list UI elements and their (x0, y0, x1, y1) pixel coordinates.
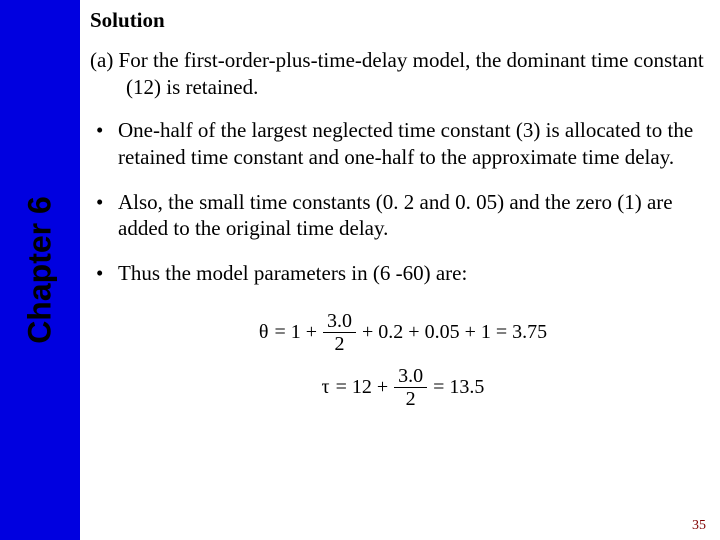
bullet-item: Thus the model parameters in (6 -60) are… (118, 260, 716, 287)
equation-tau: τ = 12 + 3.0 2 = 13.5 (322, 366, 485, 409)
page-number: 35 (692, 518, 706, 534)
bullet-list: One-half of the largest neglected time c… (90, 117, 716, 287)
eq-numerator: 3.0 (394, 366, 427, 388)
eq-denominator: 2 (331, 333, 349, 354)
eq-text: + 0.2 + 0.05 + 1 = 3.75 (362, 321, 547, 344)
bullet-item: Also, the small time constants (0. 2 and… (118, 189, 716, 243)
content-area: Solution (a) For the first-order-plus-ti… (90, 8, 716, 532)
paragraph-a: (a) For the first-order-plus-time-delay … (90, 47, 716, 101)
eq-text: = 13.5 (433, 376, 484, 399)
eq-fraction: 3.0 2 (323, 311, 356, 354)
eq-text: = 1 + (274, 321, 317, 344)
eq-symbol: τ (322, 376, 330, 399)
eq-numerator: 3.0 (323, 311, 356, 333)
eq-symbol: θ (259, 321, 269, 344)
eq-fraction: 3.0 2 (394, 366, 427, 409)
eq-denominator: 2 (402, 388, 420, 409)
chapter-sidebar: Chapter 6 (0, 0, 80, 540)
equation-block: θ = 1 + 3.0 2 + 0.2 + 0.05 + 1 = 3.75 τ … (90, 305, 716, 415)
chapter-label: Chapter 6 (22, 196, 59, 344)
solution-heading: Solution (90, 8, 716, 33)
equation-theta: θ = 1 + 3.0 2 + 0.2 + 0.05 + 1 = 3.75 (259, 311, 547, 354)
eq-text: = 12 + (336, 376, 389, 399)
slide-page: Chapter 6 Solution (a) For the first-ord… (0, 0, 720, 540)
bullet-item: One-half of the largest neglected time c… (118, 117, 716, 171)
